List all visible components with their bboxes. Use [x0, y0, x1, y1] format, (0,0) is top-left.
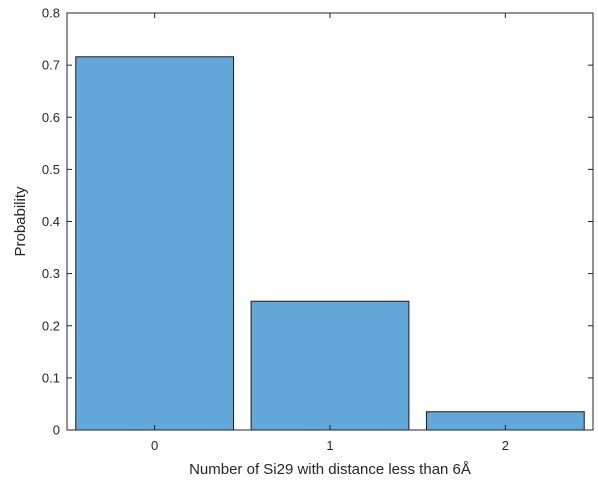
y-tick-label-4: 0.4: [42, 214, 60, 229]
x-tick-label-2: 2: [502, 438, 509, 453]
y-tick-label-0: 0: [53, 423, 60, 438]
y-tick-label-5: 0.5: [42, 162, 60, 177]
x-axis-title: Number of Si29 with distance less than 6…: [189, 461, 471, 478]
y-axis-title: Probability: [12, 186, 29, 257]
bars-group: [75, 56, 585, 431]
y-tick-label-8: 0.8: [42, 6, 60, 21]
ticks-group: 0 0.1 0.2 0.3 0.4 0.5 0.6 0.7 0.8 0 1 2: [42, 6, 593, 453]
y-tick-label-7: 0.7: [42, 58, 60, 73]
x-tick-label-1: 1: [326, 438, 333, 453]
bar-1: [250, 300, 410, 431]
y-tick-label-6: 0.6: [42, 110, 60, 125]
bar-0: [75, 56, 235, 431]
x-tick-label-0: 0: [151, 438, 158, 453]
y-tick-label-1: 0.1: [42, 370, 60, 385]
y-tick-label-2: 0.2: [42, 318, 60, 333]
y-tick-label-3: 0.3: [42, 266, 60, 281]
